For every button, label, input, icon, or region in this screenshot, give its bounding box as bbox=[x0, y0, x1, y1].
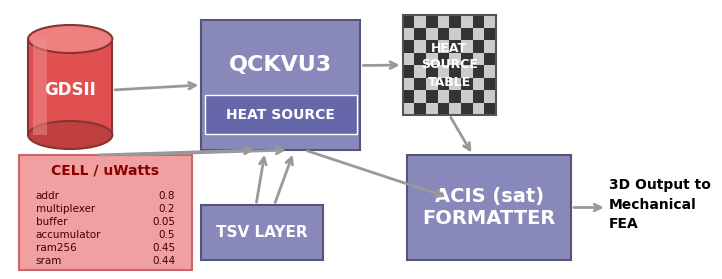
Bar bbox=[461, 15, 473, 28]
Bar bbox=[449, 102, 461, 115]
Text: ACIS (sat)
FORMATTER: ACIS (sat) FORMATTER bbox=[422, 187, 556, 228]
Bar bbox=[403, 15, 414, 28]
Bar bbox=[484, 40, 496, 52]
Bar bbox=[414, 90, 426, 102]
Bar bbox=[403, 15, 496, 115]
Bar bbox=[449, 28, 461, 40]
Text: sram: sram bbox=[35, 256, 62, 266]
Bar bbox=[438, 15, 449, 28]
Bar bbox=[426, 65, 438, 78]
Bar bbox=[484, 15, 496, 28]
Bar bbox=[449, 52, 461, 65]
Bar bbox=[461, 65, 473, 78]
Text: 3D Output to
Mechanical
FEA: 3D Output to Mechanical FEA bbox=[609, 179, 710, 232]
Text: addr: addr bbox=[35, 191, 60, 201]
Ellipse shape bbox=[28, 25, 113, 53]
Text: 0.2: 0.2 bbox=[159, 204, 175, 214]
Text: GDSII: GDSII bbox=[44, 81, 96, 99]
Bar bbox=[403, 65, 414, 78]
Bar bbox=[461, 90, 473, 102]
Bar bbox=[426, 90, 438, 102]
Bar bbox=[449, 90, 461, 102]
Bar bbox=[438, 102, 449, 115]
Bar bbox=[473, 102, 484, 115]
Text: 0.44: 0.44 bbox=[152, 256, 175, 266]
Bar bbox=[473, 28, 484, 40]
FancyBboxPatch shape bbox=[19, 155, 192, 270]
Bar bbox=[461, 28, 473, 40]
Bar bbox=[414, 78, 426, 90]
Bar bbox=[414, 28, 426, 40]
Bar bbox=[426, 28, 438, 40]
Bar bbox=[403, 40, 414, 52]
Bar bbox=[426, 102, 438, 115]
Bar bbox=[438, 28, 449, 40]
Bar bbox=[473, 65, 484, 78]
Bar bbox=[426, 52, 438, 65]
Bar bbox=[449, 65, 461, 78]
Bar bbox=[414, 15, 426, 28]
Text: HEAT
SOURCE
TABLE: HEAT SOURCE TABLE bbox=[421, 42, 478, 88]
Bar bbox=[461, 40, 473, 52]
Bar bbox=[461, 102, 473, 115]
Bar bbox=[473, 78, 484, 90]
Text: accumulator: accumulator bbox=[35, 230, 101, 240]
Bar bbox=[403, 52, 414, 65]
FancyBboxPatch shape bbox=[201, 205, 323, 260]
FancyBboxPatch shape bbox=[205, 95, 357, 134]
Text: CELL / uWatts: CELL / uWatts bbox=[51, 164, 160, 178]
Text: 0.5: 0.5 bbox=[159, 230, 175, 240]
FancyBboxPatch shape bbox=[407, 155, 571, 260]
Bar bbox=[426, 40, 438, 52]
Bar bbox=[473, 40, 484, 52]
Bar bbox=[426, 15, 438, 28]
Text: multiplexer: multiplexer bbox=[35, 204, 95, 214]
Text: 0.45: 0.45 bbox=[152, 243, 175, 253]
Bar bbox=[449, 78, 461, 90]
Bar bbox=[449, 40, 461, 52]
Bar bbox=[473, 52, 484, 65]
Bar bbox=[414, 52, 426, 65]
Bar bbox=[414, 40, 426, 52]
Bar bbox=[403, 78, 414, 90]
Bar bbox=[484, 78, 496, 90]
Bar bbox=[414, 65, 426, 78]
Bar bbox=[461, 52, 473, 65]
Polygon shape bbox=[28, 39, 113, 135]
Bar bbox=[461, 78, 473, 90]
FancyBboxPatch shape bbox=[201, 20, 360, 150]
Bar bbox=[449, 15, 461, 28]
Bar bbox=[438, 40, 449, 52]
Bar bbox=[403, 102, 414, 115]
Text: QCKVU3: QCKVU3 bbox=[230, 56, 332, 76]
Bar bbox=[403, 28, 414, 40]
Bar bbox=[484, 102, 496, 115]
Bar bbox=[403, 90, 414, 102]
Bar bbox=[484, 90, 496, 102]
Bar bbox=[438, 90, 449, 102]
Bar bbox=[438, 52, 449, 65]
Polygon shape bbox=[32, 39, 47, 135]
Text: buffer: buffer bbox=[35, 217, 67, 227]
Text: 0.05: 0.05 bbox=[152, 217, 175, 227]
Bar bbox=[473, 90, 484, 102]
Bar bbox=[484, 28, 496, 40]
Bar bbox=[438, 78, 449, 90]
Bar bbox=[438, 65, 449, 78]
Bar bbox=[484, 52, 496, 65]
Text: ram256: ram256 bbox=[35, 243, 77, 253]
Bar bbox=[426, 78, 438, 90]
Ellipse shape bbox=[28, 121, 113, 149]
Bar bbox=[473, 15, 484, 28]
Bar bbox=[414, 102, 426, 115]
Text: HEAT SOURCE: HEAT SOURCE bbox=[227, 108, 335, 122]
Text: TSV LAYER: TSV LAYER bbox=[217, 225, 308, 240]
Text: 0.8: 0.8 bbox=[159, 191, 175, 201]
Bar bbox=[484, 65, 496, 78]
